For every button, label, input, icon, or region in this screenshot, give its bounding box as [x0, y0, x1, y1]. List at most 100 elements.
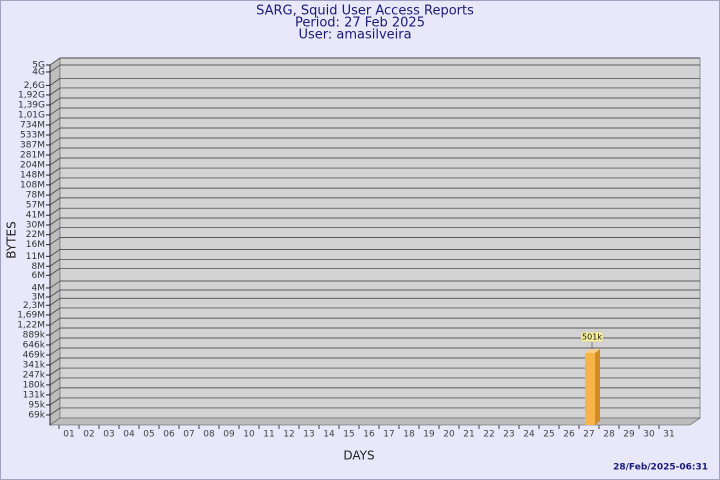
y-tick-label: 78M [26, 191, 45, 201]
grid-diagonal [49, 107, 61, 116]
grid-diagonal [49, 217, 61, 226]
grid-diagonal [49, 397, 61, 406]
x-tick-label: 27 [583, 430, 594, 440]
grid-diagonal [49, 117, 61, 126]
grid-diagonal [49, 78, 61, 86]
grid-diagonal [49, 357, 61, 366]
bar [585, 352, 595, 425]
y-tick-label: 341k [23, 360, 46, 370]
grid-diagonal [49, 147, 61, 156]
bar-side [595, 348, 600, 425]
grid-diagonal [49, 407, 61, 416]
x-tick-label: 10 [243, 430, 255, 440]
y-tick-label: 57M [26, 200, 45, 210]
x-tick-label: 04 [123, 430, 135, 440]
y-tick-label: 69k [28, 410, 45, 420]
y-tick-label: 1,39G [18, 101, 45, 111]
x-tick-label: 26 [563, 430, 575, 440]
grid-diagonal [49, 249, 61, 257]
y-axis-label: BYTES [5, 221, 19, 258]
x-tick-label: 30 [643, 430, 655, 440]
x-tick-label: 01 [63, 430, 74, 440]
grid-diagonal [49, 347, 61, 356]
y-tick-label: 6M [32, 271, 46, 281]
x-tick-label: 19 [423, 430, 435, 440]
value-label: 501k [582, 332, 602, 341]
y-tick-label: 3M [32, 292, 46, 302]
grid-diagonal [49, 327, 61, 336]
y-tick-label: 469k [23, 351, 46, 361]
grid-diagonal [49, 207, 61, 216]
y-tick-label: 281M [20, 151, 45, 161]
grid-diagonal [49, 157, 61, 166]
x-tick-label: 12 [283, 430, 294, 440]
x-tick-label: 23 [503, 430, 514, 440]
grid-diagonal [49, 177, 61, 186]
user: User: amasilveira [298, 28, 411, 43]
value-label-box [580, 331, 604, 343]
grid-diagonal [49, 64, 61, 73]
x-tick-label: 21 [463, 430, 474, 440]
period: Period: 27 Feb 2025 [295, 16, 425, 31]
grid-diagonal [49, 237, 61, 245]
y-tick-label: 22M [26, 230, 45, 240]
grid-diagonal [49, 268, 61, 276]
y-tick-label: 41M [26, 211, 45, 221]
grid-diagonal [49, 167, 61, 176]
y-tick-label: 387M [20, 141, 45, 151]
y-tick-label: 2,6G [24, 81, 45, 91]
y-tick-label: 8M [32, 262, 46, 272]
y-tick-label: 108M [20, 180, 45, 190]
x-tick-label: 29 [623, 430, 635, 440]
grid-diagonal [49, 387, 61, 396]
x-tick-label: 13 [303, 430, 314, 440]
y-tick-label: 2,3M [23, 301, 45, 311]
x-tick-label: 31 [663, 430, 674, 440]
grid-diagonal [49, 187, 61, 196]
y-tick-label: 1,92G [18, 90, 45, 100]
y-tick-label: 16M [26, 240, 45, 250]
x-tick-label: 11 [263, 430, 274, 440]
footer: 28/Feb/2025-06:31 [613, 463, 708, 473]
grid-diagonal [49, 197, 61, 206]
x-tick-label: 15 [343, 430, 354, 440]
grid-diagonal [49, 337, 61, 346]
x-tick-label: 22 [483, 430, 494, 440]
grid-diagonal [49, 317, 61, 326]
y-tick-label: 4G [32, 67, 45, 77]
x-tick-label: 03 [103, 430, 114, 440]
y-tick-label: 131k [23, 390, 46, 400]
x-tick-label: 14 [323, 430, 335, 440]
x-tick-label: 25 [543, 430, 554, 440]
y-tick-label: 11M [26, 252, 45, 262]
y-tick-label: 95k [28, 400, 45, 410]
y-tick-label: 30M [26, 220, 45, 230]
x-tick-label: 16 [363, 430, 375, 440]
y-tick-label: 533M [20, 131, 45, 141]
x-tick-label: 24 [523, 430, 535, 440]
y-tick-label: 889k [23, 331, 46, 341]
x-tick-label: 05 [143, 430, 154, 440]
x-tick-label: 18 [403, 430, 415, 440]
x-tick-label: 08 [203, 430, 215, 440]
grid-diagonal [49, 87, 61, 96]
x-tick-label: 28 [603, 430, 615, 440]
y-tick-label: 148M [20, 171, 45, 181]
x-axis-label: DAYS [343, 449, 374, 463]
x-tick-label: 09 [223, 430, 235, 440]
grid-diagonal [49, 377, 61, 386]
grid-diagonal [49, 97, 61, 106]
y-tick-label: 247k [23, 371, 46, 381]
grid-diagonal [49, 57, 61, 66]
y-tick-label: 4M [32, 283, 46, 293]
grid-diagonal [49, 280, 61, 289]
plot-area [59, 57, 701, 419]
y-tick-label: 1,22M [17, 321, 45, 331]
y-tick-label: 734M [20, 120, 45, 130]
y-tick-label: 180k [23, 380, 46, 390]
floor [49, 417, 701, 426]
y-tick-label: 646k [23, 340, 46, 350]
x-tick-label: 17 [383, 430, 394, 440]
